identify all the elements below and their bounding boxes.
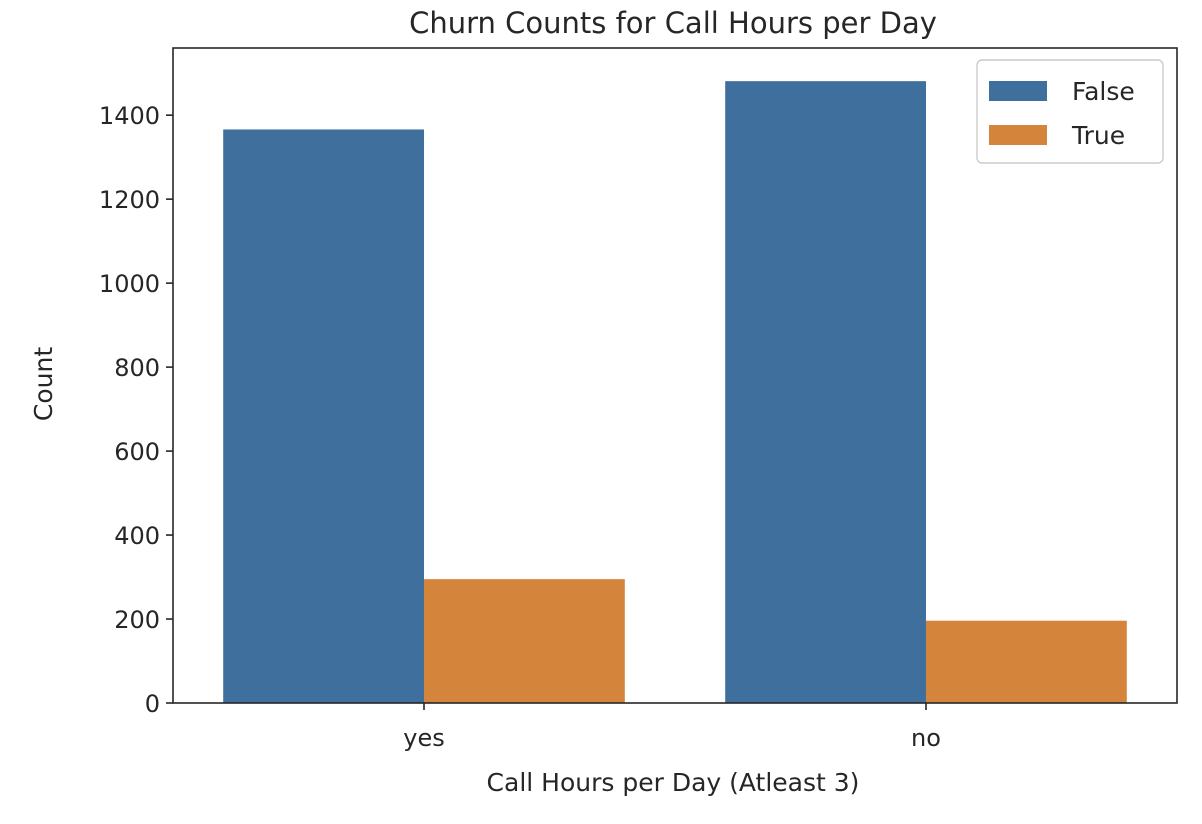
legend: False True	[976, 59, 1164, 164]
bar-no-false	[725, 81, 926, 704]
legend-label-true: True	[1071, 121, 1125, 150]
y-tick-label-800: 800	[114, 354, 160, 382]
x-axis-ticks: yes no	[403, 703, 941, 752]
bar-no-true	[926, 620, 1127, 703]
y-axis-ticks: 0 200 400 600 800 1000 1200 1400	[99, 102, 173, 718]
y-tick-label-1400: 1400	[99, 102, 160, 130]
bar-yes-true	[424, 579, 625, 703]
y-tick-label-1200: 1200	[99, 186, 160, 214]
legend-swatch-false	[989, 81, 1047, 101]
y-tick-label-1000: 1000	[99, 270, 160, 298]
legend-box	[976, 59, 1164, 164]
y-tick-label-200: 200	[114, 606, 160, 634]
x-tick-label-no: no	[911, 724, 941, 752]
y-tick-label-400: 400	[114, 522, 160, 550]
legend-swatch-true	[989, 125, 1047, 145]
bar-yes-false	[223, 129, 424, 703]
y-axis-label: Count	[29, 347, 58, 421]
chart-title: Churn Counts for Call Hours per Day	[409, 6, 937, 40]
x-tick-label-yes: yes	[403, 724, 444, 752]
bars-group	[223, 81, 1127, 704]
y-tick-label-0: 0	[145, 690, 160, 718]
legend-label-false: False	[1072, 77, 1135, 106]
plot-frame	[172, 47, 1178, 704]
y-tick-label-600: 600	[114, 438, 160, 466]
x-axis-label: Call Hours per Day (Atleast 3)	[487, 768, 860, 797]
